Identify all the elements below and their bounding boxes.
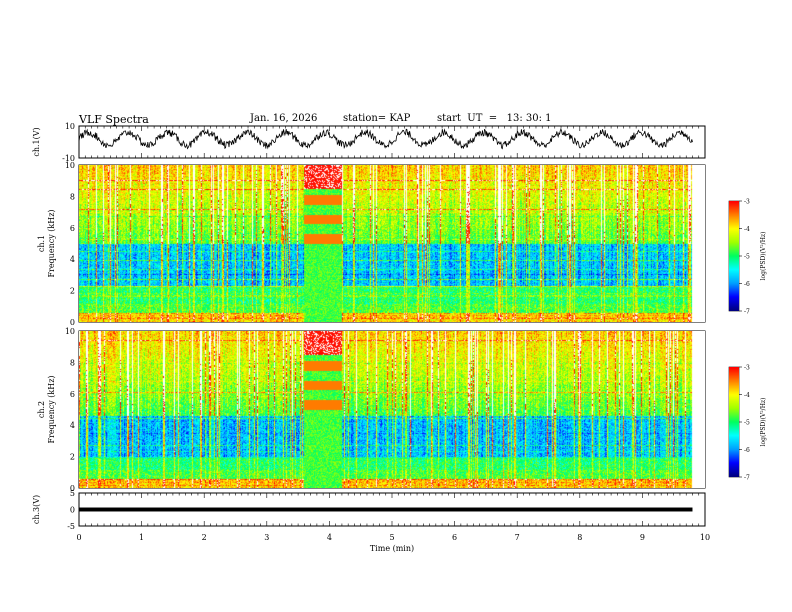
ch1-spec-ytick-label: 8 <box>70 192 75 201</box>
ch3-ytick-label: 0 <box>70 506 75 515</box>
ch1-spec-colorbar-tick: -3 <box>744 199 750 206</box>
ch1-ytick-label: -10 <box>62 154 75 163</box>
ch1-colorbar <box>729 201 739 311</box>
ch1-spec-colorbar-label: log(PSD)(V²/Hz) <box>760 232 767 281</box>
x-tick-label: 2 <box>202 533 207 542</box>
ch1-spec-ytick-label: 6 <box>70 224 75 233</box>
ch1-spec-colorbar-tick: -5 <box>744 254 750 261</box>
x-tick-label: 6 <box>452 533 457 542</box>
x-tick-label: 0 <box>76 533 81 542</box>
x-tick-label: 5 <box>389 533 394 542</box>
ch1-spec-ytick-label: 4 <box>70 255 75 264</box>
ch1-spec-channel-label: ch.1 <box>37 235 46 252</box>
ch2-spec-ytick-label: 0 <box>70 484 75 493</box>
ch2-spec-channel-label: ch.2 <box>37 401 46 418</box>
ch1-spec-colorbar-tick: -7 <box>744 309 750 316</box>
x-tick-label: 1 <box>139 533 144 542</box>
ch2-spec-colorbar-tick: -3 <box>744 365 750 372</box>
x-tick-label: 7 <box>515 533 520 542</box>
x-tick-label: 4 <box>327 533 332 542</box>
x-tick-label: 9 <box>640 533 645 542</box>
ch1-spec-ytick-label: 0 <box>70 318 75 327</box>
x-tick-label: 3 <box>264 533 269 542</box>
ch1-spec-ytick-label: 2 <box>70 287 75 296</box>
ch1-spectrogram <box>79 165 705 322</box>
ch1-spec-colorbar-tick: -4 <box>744 226 750 233</box>
ch1-waveform-ylabel: ch.1(V) <box>32 127 41 156</box>
start-time-label: start UT = 13: 30: 1 <box>437 113 552 124</box>
ch3-waveform-ylabel: ch.3(V) <box>32 495 41 524</box>
figure-title: VLF Spectra <box>79 113 149 126</box>
x-tick-label: 10 <box>700 533 710 542</box>
ch2-spec-colorbar-tick: -5 <box>744 420 750 427</box>
ch1-spec-ytick-label: 10 <box>65 161 75 170</box>
date-label: Jan. 16, 2026 <box>250 113 318 124</box>
ch3-waveform-trace <box>79 507 693 512</box>
ch2-spec-ytick-label: 4 <box>70 421 75 430</box>
ch2-colorbar <box>729 367 739 477</box>
ch2-spec-colorbar-tick: -7 <box>744 475 750 482</box>
ch2-spec-ytick-label: 10 <box>65 327 75 336</box>
ch1-ytick-label: 10 <box>65 122 75 131</box>
ch2-spec-colorbar-tick: -4 <box>744 392 750 399</box>
station-label: station= KAP <box>343 113 411 124</box>
ch3-ytick-label: 5 <box>70 489 75 498</box>
ch3-ytick-label: -5 <box>67 522 75 531</box>
ch1-spec-ylabel: Frequency (kHz) <box>47 209 56 277</box>
ch2-spec-ytick-label: 6 <box>70 390 75 399</box>
ch1-spec-colorbar-tick: -6 <box>744 281 750 288</box>
ch2-spec-colorbar-tick: -6 <box>744 447 750 454</box>
x-axis-label: Time (min) <box>370 544 414 553</box>
ch2-spec-ytick-label: 8 <box>70 358 75 367</box>
ch1-waveform-trace <box>78 127 693 150</box>
ch2-spec-ylabel: Frequency (kHz) <box>47 375 56 443</box>
ch2-spec-colorbar-label: log(PSD)(V²/Hz) <box>760 398 767 447</box>
ch2-spec-ytick-label: 2 <box>70 453 75 462</box>
ch2-spectrogram <box>79 331 705 488</box>
x-tick-label: 8 <box>577 533 582 542</box>
